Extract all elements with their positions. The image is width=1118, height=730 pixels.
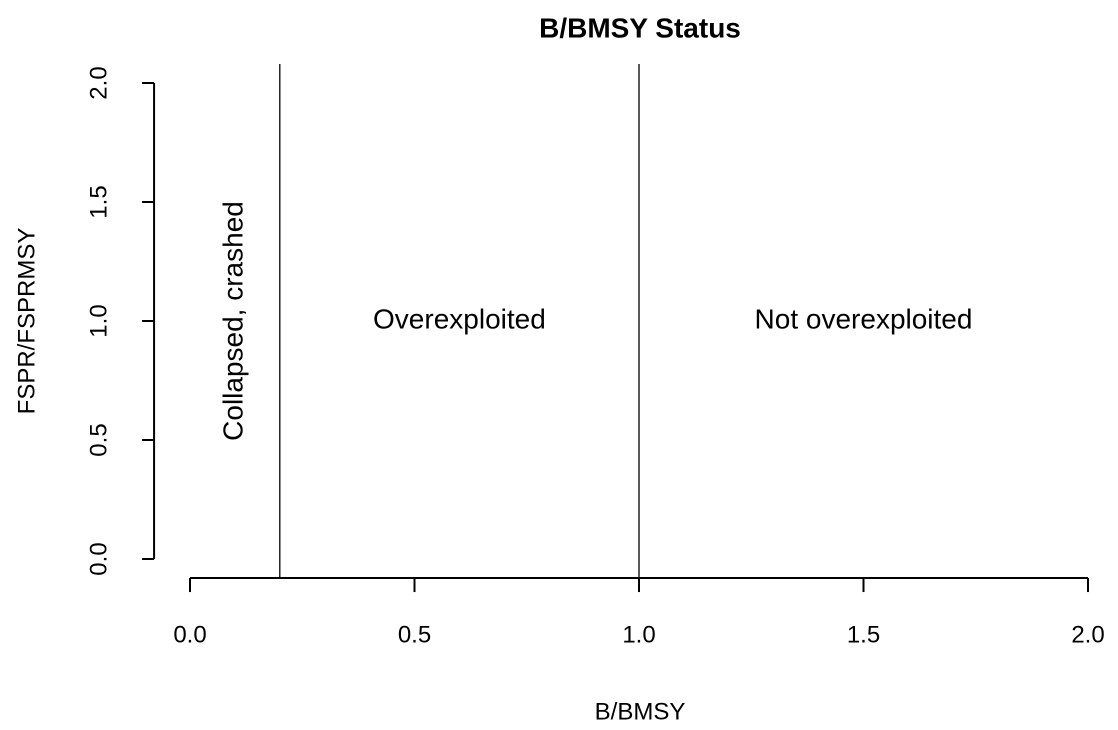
x-axis-label: B/BMSY: [595, 698, 686, 725]
x-tick-label: 0.0: [173, 621, 206, 648]
y-tick-label: 1.0: [85, 304, 112, 337]
y-tick-label: 0.5: [85, 423, 112, 456]
region-label: Collapsed, crashed: [217, 201, 248, 441]
y-tick-label: 1.5: [85, 185, 112, 218]
x-tick-label: 0.5: [398, 621, 431, 648]
region-label: Overexploited: [373, 303, 546, 334]
y-tick-label: 2.0: [85, 66, 112, 99]
x-tick-label: 2.0: [1071, 621, 1104, 648]
chart-title: B/BMSY Status: [539, 12, 741, 43]
y-tick-label: 0.0: [85, 542, 112, 575]
y-axis-label: FSPR/FSPRMSY: [13, 228, 40, 415]
region-label: Not overexploited: [755, 303, 973, 334]
x-tick-label: 1.5: [847, 621, 880, 648]
x-tick-label: 1.0: [622, 621, 655, 648]
